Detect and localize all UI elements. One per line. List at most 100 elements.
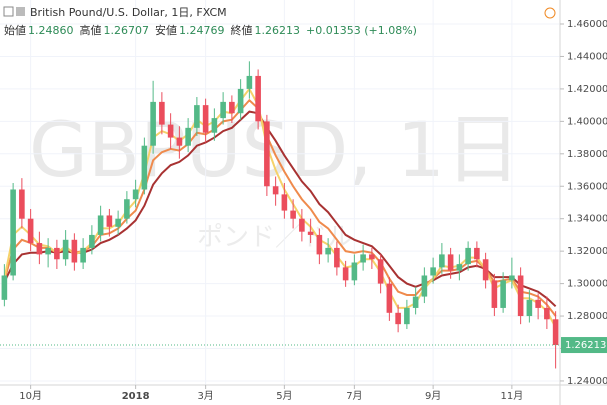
candle-body bbox=[526, 299, 533, 317]
y-tick-label: 1.42000 bbox=[567, 84, 607, 95]
candle-body bbox=[89, 234, 95, 248]
candle-body bbox=[167, 124, 174, 138]
candle-body bbox=[447, 254, 454, 271]
candle-body bbox=[500, 280, 506, 308]
candle-body bbox=[150, 101, 156, 146]
candle-body bbox=[517, 275, 524, 317]
y-tick-label: 1.46000 bbox=[567, 19, 607, 30]
candle-body bbox=[132, 189, 139, 200]
candle-body bbox=[10, 189, 16, 276]
candle-body bbox=[106, 215, 113, 227]
candle-body bbox=[185, 127, 191, 146]
candle-body bbox=[316, 234, 323, 255]
candle-body bbox=[159, 101, 165, 125]
y-tick-label: 1.38000 bbox=[567, 149, 607, 160]
candle-body bbox=[290, 210, 296, 219]
candle-body bbox=[54, 247, 60, 260]
candle-body bbox=[176, 137, 183, 146]
y-tick-label: 1.36000 bbox=[567, 181, 607, 192]
candle-body bbox=[211, 118, 218, 133]
candle-body bbox=[535, 299, 541, 308]
candle-body bbox=[97, 215, 104, 235]
candle-body bbox=[439, 254, 445, 268]
expand-icon[interactable] bbox=[3, 6, 14, 17]
x-tick-label: 3月 bbox=[197, 390, 213, 402]
candle-body bbox=[430, 267, 436, 276]
plot-area bbox=[0, 0, 560, 385]
y-tick-label: 1.28000 bbox=[567, 311, 607, 322]
candle-body bbox=[351, 262, 358, 281]
candle-body bbox=[491, 280, 498, 308]
ohlc-value: 1.26213 bbox=[255, 24, 301, 37]
candle-body bbox=[80, 247, 86, 263]
candle-body bbox=[325, 247, 331, 255]
candle-body bbox=[299, 218, 305, 232]
candle-body bbox=[220, 101, 226, 119]
candle-body bbox=[246, 75, 253, 89]
symbol-title[interactable]: British Pound/U.S. Dollar, 1日, FXCM bbox=[30, 6, 227, 19]
last-price-label: 1.26213 bbox=[565, 340, 606, 351]
candle-body bbox=[334, 247, 340, 268]
x-tick-label: 11月 bbox=[501, 390, 524, 402]
y-tick-label: 1.44000 bbox=[567, 51, 607, 62]
ohlc-label: 安値 bbox=[155, 23, 177, 37]
candle-body bbox=[229, 101, 235, 114]
candle-body bbox=[62, 239, 69, 260]
candle-body bbox=[124, 199, 130, 219]
x-tick-label: 2018 bbox=[122, 391, 150, 402]
candle-body bbox=[360, 254, 366, 263]
ohlc-value: 1.24860 bbox=[28, 24, 74, 37]
candle-body bbox=[465, 247, 471, 265]
ohlc-legend: 始値 1.24860 高値 1.26707 安値 1.24769 終値 1.26213 +0.0… bbox=[4, 23, 417, 37]
candle-body bbox=[71, 239, 78, 263]
candle-body bbox=[412, 296, 419, 308]
candle-body bbox=[27, 218, 34, 244]
candle-body bbox=[264, 121, 270, 187]
symbol-icon[interactable] bbox=[16, 7, 25, 16]
candle-body bbox=[404, 307, 410, 325]
candle-body bbox=[456, 264, 463, 271]
x-tick-label: 5月 bbox=[276, 390, 292, 402]
candle-body bbox=[377, 259, 384, 284]
ohlc-label: 終値 bbox=[231, 23, 253, 37]
candle-body bbox=[342, 267, 349, 281]
ohlc-value: 1.26707 bbox=[104, 24, 150, 37]
ohlc-value: 1.24769 bbox=[179, 24, 225, 37]
candle-body bbox=[544, 307, 550, 320]
last-price-box bbox=[561, 337, 607, 354]
candle-body bbox=[421, 275, 428, 297]
candle-body bbox=[237, 88, 244, 114]
x-tick-label: 9月 bbox=[425, 390, 441, 402]
candle-body bbox=[255, 75, 261, 122]
candle-body bbox=[202, 105, 209, 133]
x-tick-label: 10月 bbox=[19, 390, 42, 402]
x-tick-label: 7月 bbox=[346, 390, 362, 402]
candle-body bbox=[474, 247, 480, 260]
y-tick-label: 1.40000 bbox=[567, 116, 607, 127]
candle-body bbox=[19, 189, 25, 219]
candle-body bbox=[307, 231, 314, 235]
candle-body bbox=[482, 259, 489, 281]
candle-body bbox=[1, 275, 8, 300]
candle-body bbox=[272, 186, 279, 195]
ma-line bbox=[3, 110, 557, 308]
ohlc-label: 始値 bbox=[4, 23, 26, 37]
candle-body bbox=[194, 105, 200, 128]
watermark-symbol: GBPUSD, 1日 bbox=[29, 105, 521, 194]
candle-body bbox=[395, 312, 401, 325]
y-tick-label: 1.24000 bbox=[567, 376, 607, 387]
ma-line bbox=[3, 98, 557, 317]
candle-body bbox=[369, 254, 375, 260]
y-tick-label: 1.30000 bbox=[567, 279, 607, 290]
candle-body bbox=[45, 247, 51, 255]
candle-body bbox=[386, 283, 393, 313]
candle-body bbox=[141, 145, 148, 190]
candle-body bbox=[509, 275, 515, 281]
candle-body bbox=[552, 319, 559, 346]
ohlc-change: +0.01353 (+1.08%) bbox=[306, 24, 417, 37]
ma-line bbox=[3, 87, 557, 328]
y-tick-label: 1.34000 bbox=[567, 214, 607, 225]
alert-icon[interactable] bbox=[544, 7, 556, 19]
